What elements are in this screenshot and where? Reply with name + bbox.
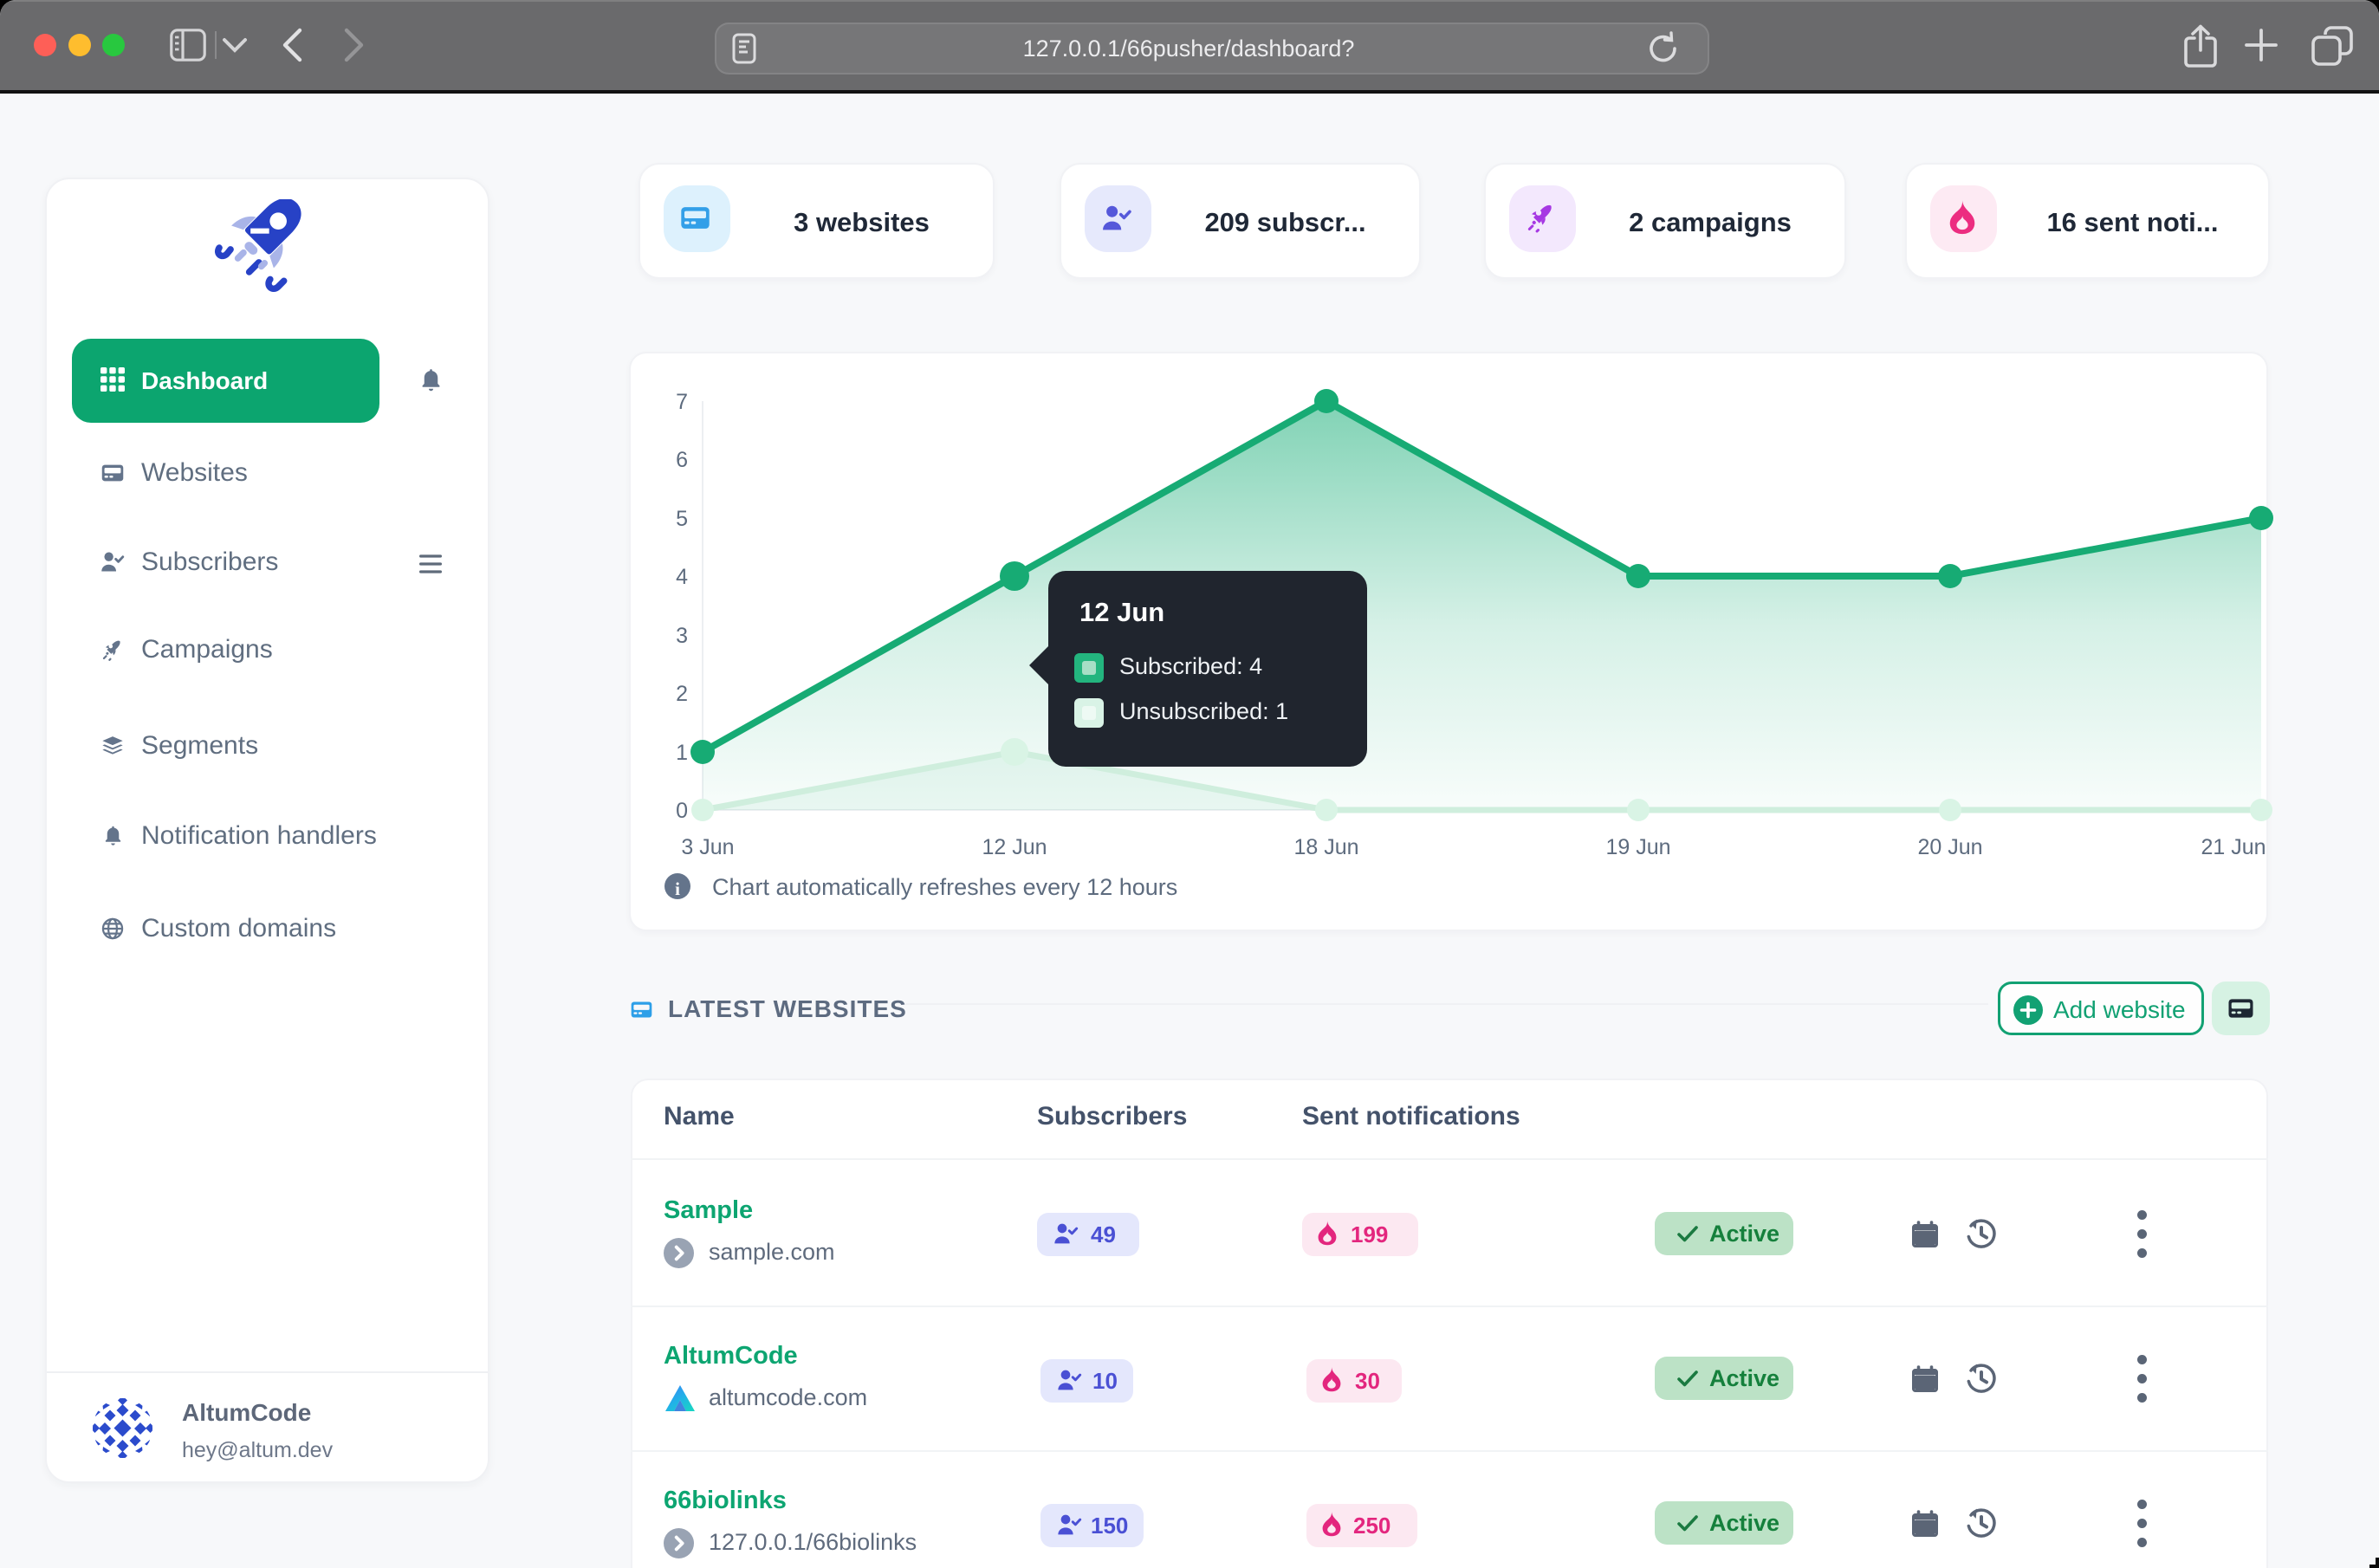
svg-text:Chart automatically refreshes: Chart automatically refreshes every 12 h… (712, 874, 1177, 900)
svg-text:3 Jun: 3 Jun (681, 835, 734, 859)
svg-text:i: i (675, 878, 680, 899)
svg-text:0: 0 (676, 799, 688, 823)
svg-text:5: 5 (676, 507, 688, 531)
svg-text:21 Jun: 21 Jun (2201, 835, 2266, 859)
svg-text:7: 7 (676, 390, 688, 414)
svg-text:19 Jun: 19 Jun (1605, 835, 1670, 859)
svg-text:3: 3 (676, 624, 688, 648)
svg-text:6: 6 (676, 448, 688, 472)
svg-text:20 Jun: 20 Jun (1917, 835, 1982, 859)
svg-text:12 Jun: 12 Jun (982, 835, 1047, 859)
svg-text:4: 4 (676, 565, 688, 589)
svg-text:18 Jun: 18 Jun (1293, 835, 1358, 859)
svg-text:2: 2 (676, 682, 688, 706)
svg-text:1: 1 (676, 741, 688, 765)
